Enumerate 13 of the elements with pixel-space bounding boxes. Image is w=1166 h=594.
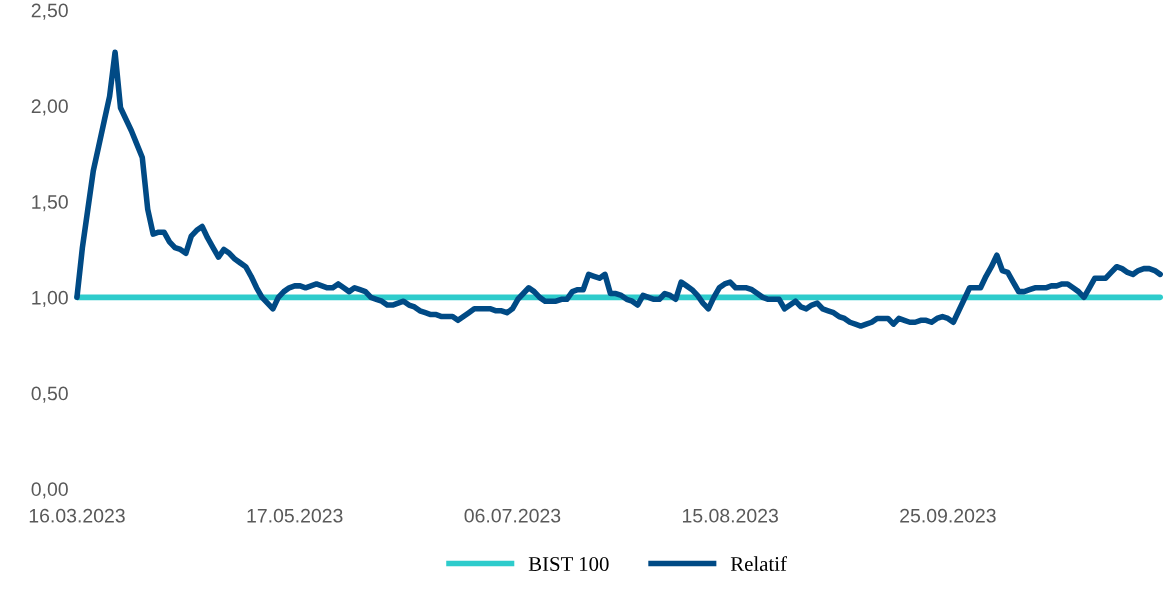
legend-label: BIST 100 — [528, 556, 609, 572]
y-tick-label: 1,50 — [32, 195, 68, 212]
y-tick-label: 2,50 — [31, 3, 68, 20]
x-tick-label: 25.09.2023 — [900, 508, 996, 523]
y-tick-label: 2,00 — [31, 99, 68, 116]
y-tick-label: 0,00 — [31, 482, 68, 499]
x-tick-label: 17.05.2023 — [247, 508, 343, 523]
x-tick-label: 16.03.2023 — [29, 508, 125, 523]
y-tick-label: 0,50 — [31, 386, 68, 403]
y-tick-label: 1,00 — [32, 290, 68, 307]
x-tick-label: 06.07.2023 — [464, 508, 561, 523]
x-tick-label: 15.08.2023 — [682, 508, 778, 523]
legend-label: Relatif — [730, 556, 787, 572]
